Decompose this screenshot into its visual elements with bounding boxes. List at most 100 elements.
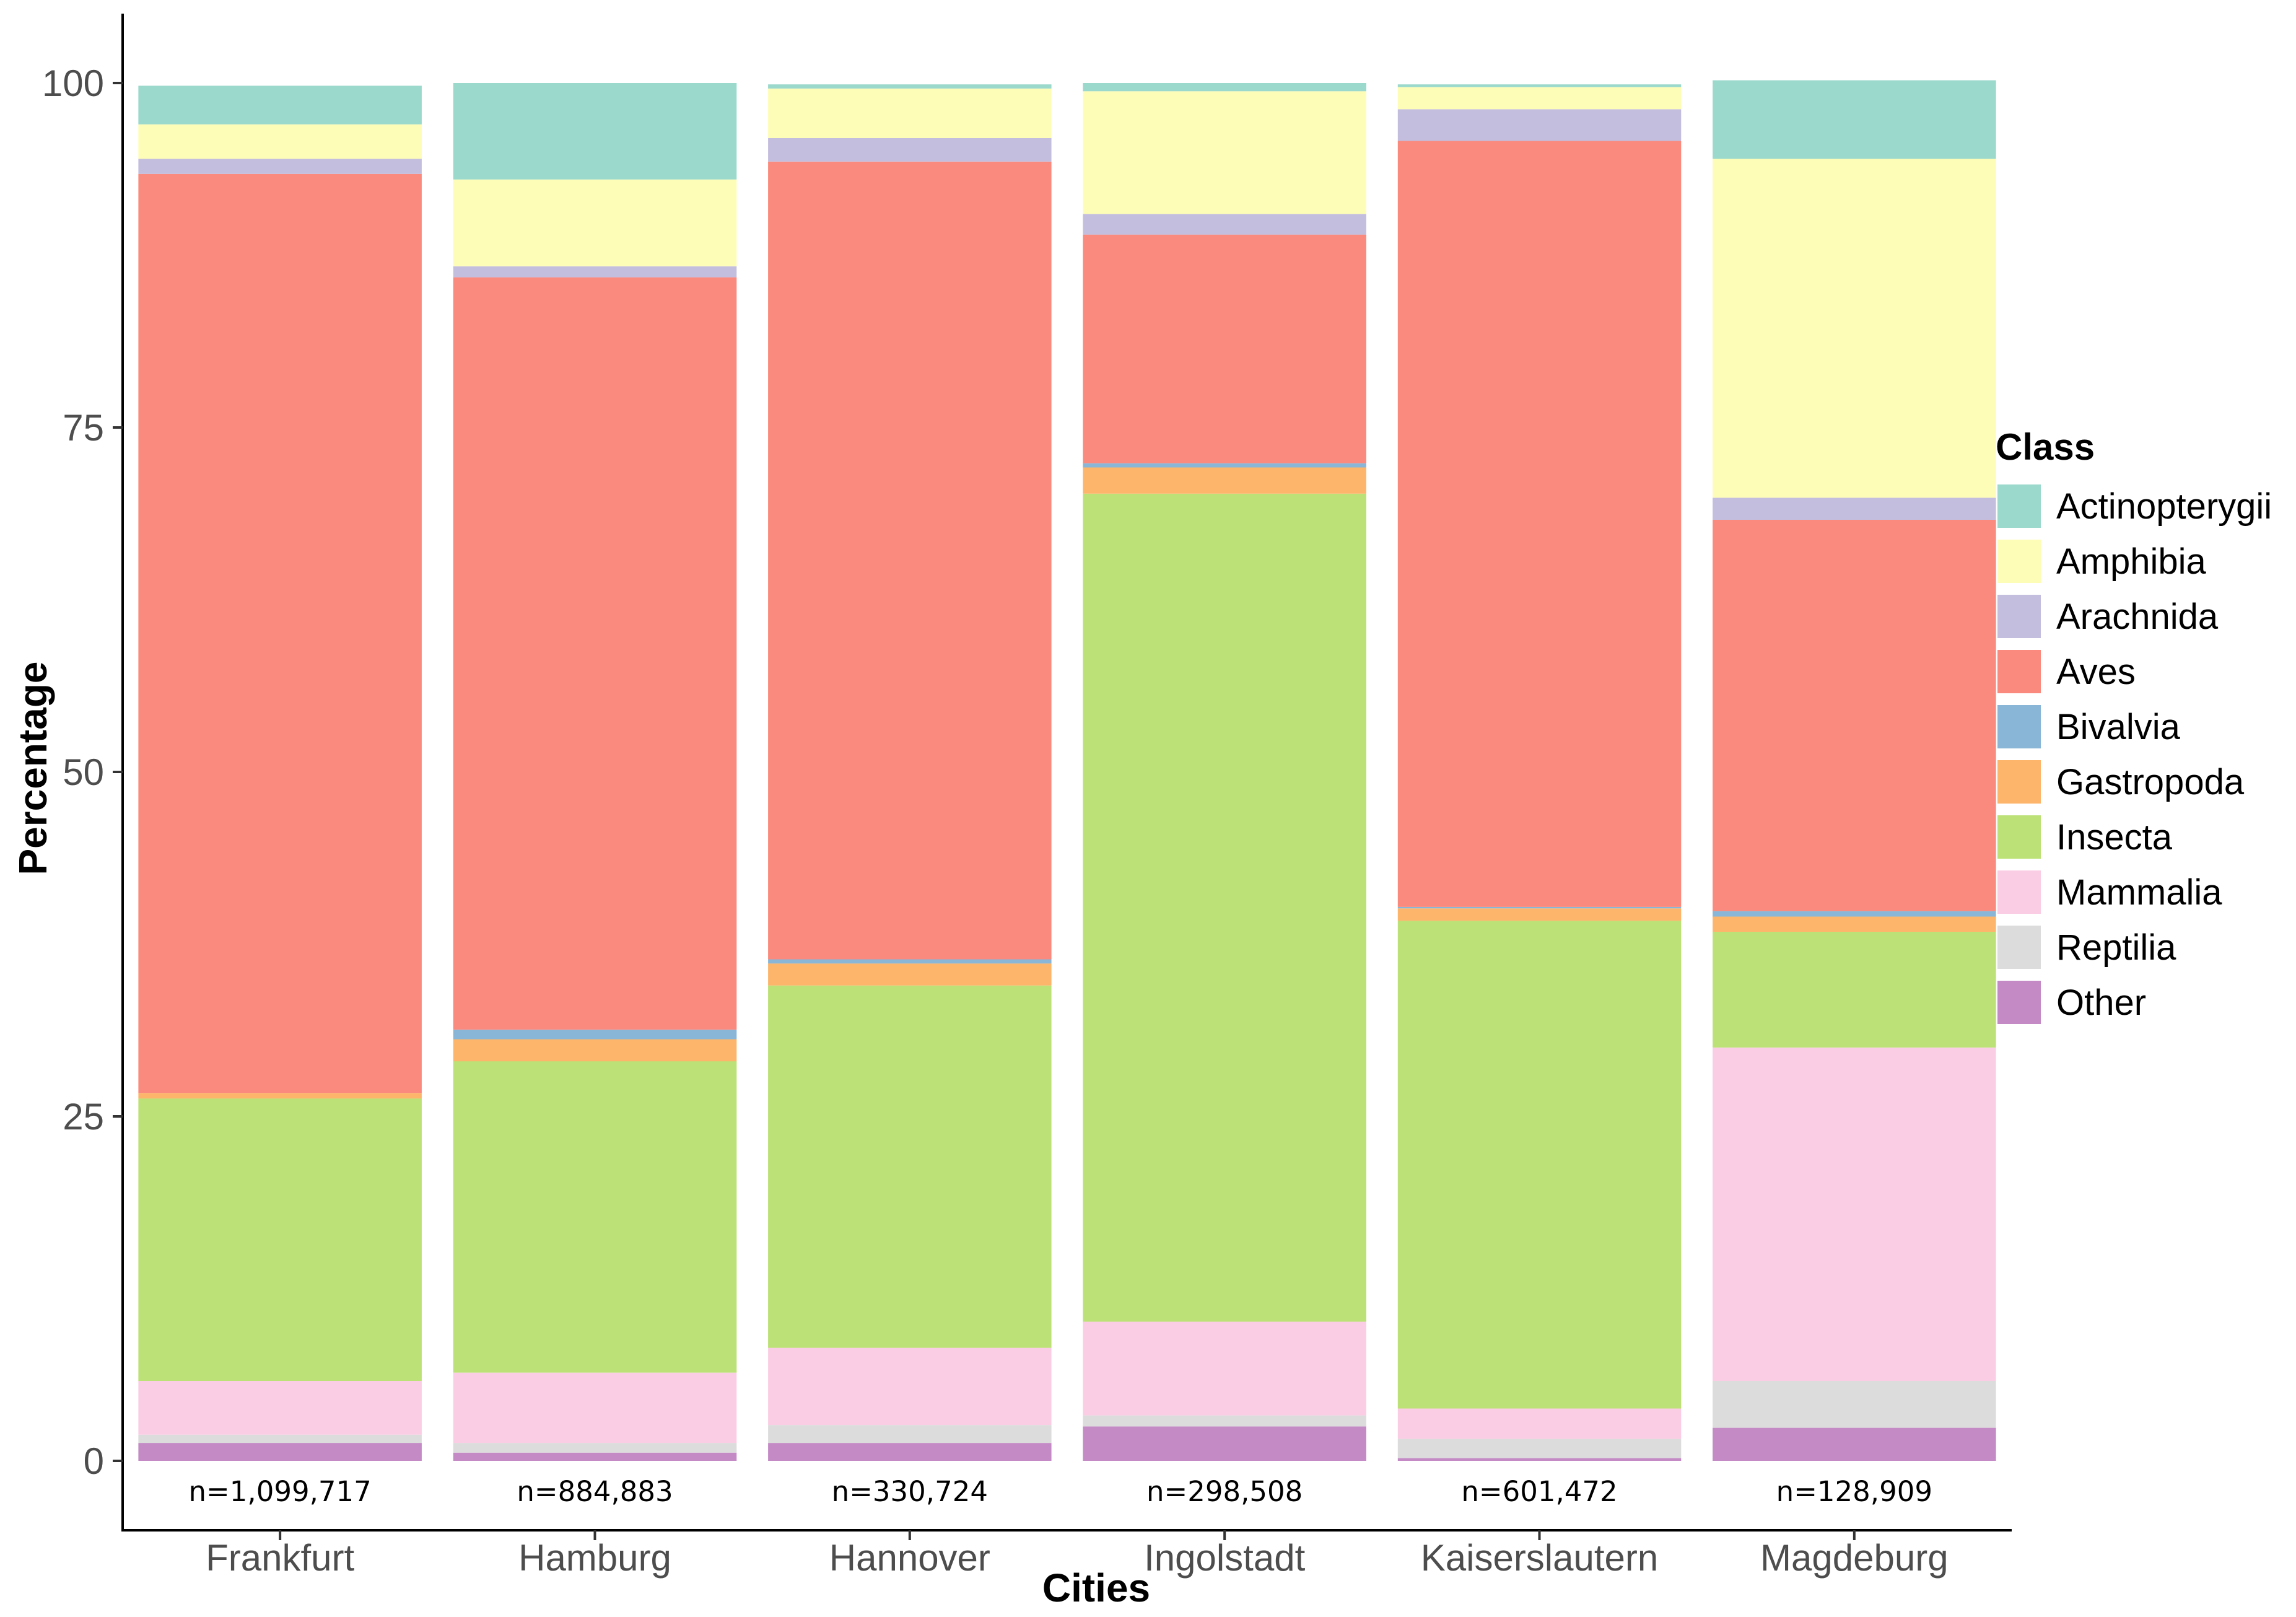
- legend-items: Actinopterygii Amphibia Arachnida Aves Bival…: [1997, 484, 2272, 1024]
- legend-item: Reptilia: [1997, 926, 2176, 969]
- legend-swatch: [1997, 760, 2041, 804]
- x-tick-label: Hannover: [829, 1537, 990, 1579]
- x-tick-label: Frankfurt: [206, 1537, 354, 1579]
- bar-segment-insecta-hannover: [768, 985, 1052, 1348]
- sample-size-label: n=330,724: [832, 1475, 988, 1508]
- legend-label: Amphibia: [2056, 541, 2207, 582]
- legend-swatch: [1997, 981, 2041, 1024]
- legend-label: Bivalvia: [2056, 707, 2181, 747]
- legend-label: Actinopterygii: [2056, 486, 2272, 527]
- bar-segment-other-hannover: [768, 1443, 1052, 1461]
- bar-segment-arachnida-hamburg: [453, 266, 737, 278]
- bar-segment-other-frankfurt: [138, 1443, 422, 1461]
- bar-segment-arachnida-hannover: [768, 138, 1052, 162]
- bar-segment-amphibia-hamburg: [453, 179, 737, 266]
- x-ticks: Frankfurt Hamburg Hannover Ingolstadt Kaiser…: [206, 1530, 1949, 1579]
- bar-segment-bivalvia-hannover: [768, 959, 1052, 964]
- bar-segment-reptilia-hannover: [768, 1425, 1052, 1444]
- legend: Class Actinopterygii Amphibia Arachnida Ave…: [1996, 426, 2272, 1024]
- bar-segment-reptilia-kaiserslautern: [1397, 1439, 1682, 1458]
- bar-segment-mammalia-frankfurt: [138, 1381, 422, 1435]
- bar-segment-actinopterygii-hannover: [768, 84, 1052, 89]
- bar-segment-arachnida-ingolstadt: [1083, 214, 1366, 235]
- sample-size-label: n=601,472: [1461, 1475, 1617, 1508]
- sample-size-label: n=298,508: [1146, 1475, 1303, 1508]
- legend-item: Insecta: [1997, 815, 2173, 859]
- bar-segment-gastropoda-ingolstadt: [1083, 467, 1366, 494]
- bar-segment-bivalvia-hamburg: [453, 1029, 737, 1040]
- bar-segment-arachnida-magdeburg: [1713, 497, 1996, 520]
- legend-label: Other: [2056, 983, 2146, 1023]
- bars-layer: [138, 80, 1996, 1461]
- bar-segment-reptilia-ingolstadt: [1083, 1415, 1366, 1427]
- bar-segment-mammalia-kaiserslautern: [1397, 1408, 1682, 1439]
- legend-item: Mammalia: [1997, 870, 2222, 914]
- bar-segment-actinopterygii-magdeburg: [1713, 80, 1996, 159]
- x-axis-title: Cities: [1042, 1566, 1150, 1610]
- legend-item: Other: [1997, 981, 2146, 1024]
- bar-segment-bivalvia-ingolstadt: [1083, 463, 1366, 468]
- bar-segment-aves-ingolstadt: [1083, 234, 1366, 463]
- bar-segment-aves-hannover: [768, 161, 1052, 960]
- bar-segment-arachnida-kaiserslautern: [1397, 109, 1682, 141]
- bar-segment-aves-kaiserslautern: [1397, 141, 1682, 907]
- x-tick-label: Kaiserslautern: [1421, 1537, 1659, 1579]
- bar-segment-amphibia-kaiserslautern: [1397, 87, 1682, 110]
- legend-label: Gastropoda: [2056, 762, 2245, 802]
- legend-item: Actinopterygii: [1997, 484, 2272, 528]
- legend-label: Reptilia: [2056, 927, 2176, 968]
- bar-segment-reptilia-magdeburg: [1713, 1381, 1996, 1428]
- x-tick-label: Hamburg: [518, 1537, 671, 1579]
- x-tick-label: Magdeburg: [1760, 1537, 1949, 1579]
- bar-segment-insecta-hamburg: [453, 1061, 737, 1373]
- bar-segment-insecta-magdeburg: [1713, 932, 1996, 1048]
- legend-title: Class: [1996, 426, 2095, 468]
- legend-swatch: [1997, 650, 2041, 693]
- bar-segment-other-kaiserslautern: [1397, 1458, 1682, 1461]
- legend-swatch: [1997, 926, 2041, 969]
- y-tick-label: 25: [63, 1096, 104, 1137]
- y-ticks: 0 25 50 75 100: [42, 63, 123, 1482]
- legend-item: Amphibia: [1997, 540, 2207, 583]
- bar-segment-gastropoda-frankfurt: [138, 1093, 422, 1099]
- y-axis-title: Percentage: [11, 661, 55, 875]
- legend-swatch: [1997, 870, 2041, 914]
- legend-item: Arachnida: [1997, 595, 2219, 638]
- sample-size-label: n=884,883: [517, 1475, 673, 1508]
- bar-segment-arachnida-frankfurt: [138, 159, 422, 174]
- bar-segment-mammalia-ingolstadt: [1083, 1321, 1366, 1416]
- bar-segment-bivalvia-magdeburg: [1713, 911, 1996, 917]
- bar-segment-amphibia-ingolstadt: [1083, 91, 1366, 214]
- legend-label: Aves: [2056, 652, 2136, 692]
- sample-size-label: n=1,099,717: [189, 1475, 372, 1508]
- bar-segment-aves-frankfurt: [138, 173, 422, 1093]
- y-tick-label: 75: [63, 407, 104, 449]
- bar-segment-insecta-frankfurt: [138, 1098, 422, 1381]
- bar-segment-reptilia-hamburg: [453, 1443, 737, 1453]
- bar-segment-insecta-ingolstadt: [1083, 493, 1366, 1322]
- bar-segment-gastropoda-kaiserslautern: [1397, 908, 1682, 921]
- bar-segment-gastropoda-magdeburg: [1713, 916, 1996, 932]
- sample-size-labels: n=1,099,717 n=884,883 n=330,724 n=298,508 n=…: [189, 1475, 1932, 1508]
- bar-segment-actinopterygii-kaiserslautern: [1397, 84, 1682, 87]
- bar-segment-other-hamburg: [453, 1452, 737, 1461]
- bar-segment-gastropoda-hamburg: [453, 1039, 737, 1062]
- bar-segment-other-ingolstadt: [1083, 1426, 1366, 1461]
- bar-segment-mammalia-hannover: [768, 1348, 1052, 1426]
- bar-segment-aves-hamburg: [453, 277, 737, 1030]
- y-tick-label: 100: [42, 63, 104, 104]
- legend-swatch: [1997, 540, 2041, 583]
- legend-label: Insecta: [2056, 817, 2173, 857]
- bar-segment-actinopterygii-frankfurt: [138, 85, 422, 125]
- legend-swatch: [1997, 595, 2041, 638]
- bar-segment-actinopterygii-ingolstadt: [1083, 83, 1366, 92]
- y-tick-label: 0: [84, 1440, 104, 1482]
- legend-item: Gastropoda: [1997, 760, 2245, 804]
- legend-label: Arachnida: [2056, 597, 2219, 637]
- legend-item: Aves: [1997, 650, 2136, 693]
- bar-segment-other-magdeburg: [1713, 1427, 1996, 1461]
- legend-item: Bivalvia: [1997, 705, 2181, 748]
- legend-swatch: [1997, 815, 2041, 859]
- legend-label: Mammalia: [2056, 872, 2222, 913]
